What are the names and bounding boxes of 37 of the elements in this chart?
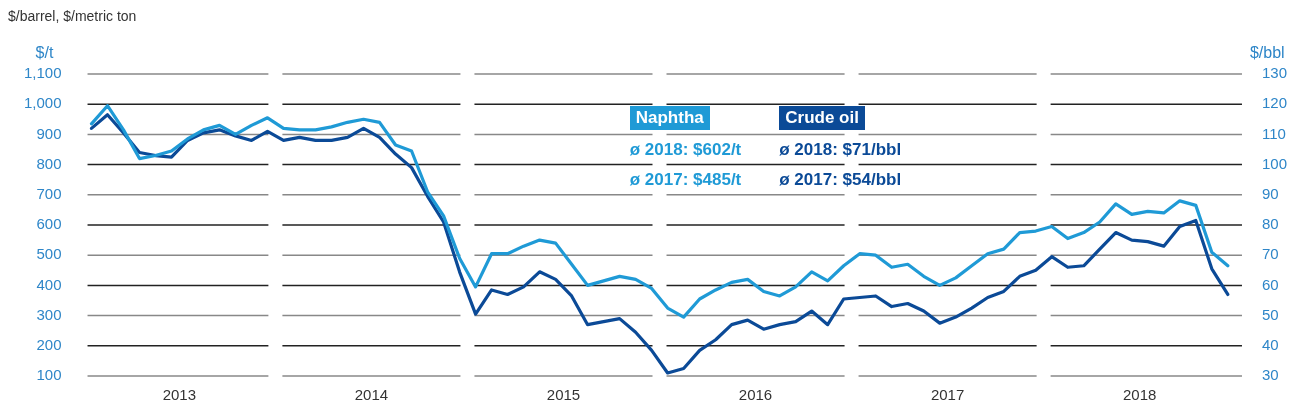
y-tick-label: 1,000 <box>23 94 62 112</box>
y2-axis-title: $/bbl <box>1249 44 1285 62</box>
y2-tick-label: 50 <box>1261 305 1279 323</box>
annotation: ø 2018: $71/bbl <box>779 140 902 160</box>
y-axis-title: $/t <box>35 44 54 62</box>
y-tick-label: 700 <box>36 184 62 202</box>
y-tick-label: 400 <box>36 275 62 293</box>
y-tick-label: 300 <box>36 305 62 323</box>
y-tick-label: 100 <box>36 366 62 384</box>
annotation: ø 2017: $54/bbl <box>779 170 902 190</box>
y2-tick-label: 110 <box>1261 124 1286 142</box>
y2-tick-label: 120 <box>1261 94 1287 112</box>
y2-tick-label: 40 <box>1261 335 1279 353</box>
y-tick-label: 1,100 <box>23 64 62 82</box>
y2-tick-label: 60 <box>1261 275 1279 293</box>
y2-tick-label: 70 <box>1261 245 1279 263</box>
annotation: ø 2018: $602/t <box>629 140 742 160</box>
y-tick-label: 900 <box>36 124 62 142</box>
chart-title: $/barrel, $/metric ton <box>8 8 137 24</box>
x-tick-label: 2014 <box>354 386 389 404</box>
x-tick-label: 2018 <box>1122 386 1157 404</box>
x-tick-label: 2017 <box>930 386 965 404</box>
text: Crude oil <box>779 106 865 130</box>
y2-tick-label: 30 <box>1261 366 1279 384</box>
y-tick-label: 600 <box>36 215 62 233</box>
annotation: ø 2017: $485/t <box>629 170 742 190</box>
y2-tick-label: 130 <box>1261 64 1287 82</box>
x-tick-label: 2016 <box>738 386 773 404</box>
text: Naphtha <box>629 106 710 130</box>
y2-tick-label: 90 <box>1261 184 1279 202</box>
x-tick-label: 2013 <box>162 386 197 404</box>
y-tick-label: 800 <box>36 154 62 172</box>
x-tick-label: 2015 <box>546 386 581 404</box>
y2-tick-label: 100 <box>1261 154 1287 172</box>
y-tick-label: 500 <box>36 245 62 263</box>
y-tick-label: 200 <box>36 335 62 353</box>
y2-tick-label: 80 <box>1261 215 1279 233</box>
